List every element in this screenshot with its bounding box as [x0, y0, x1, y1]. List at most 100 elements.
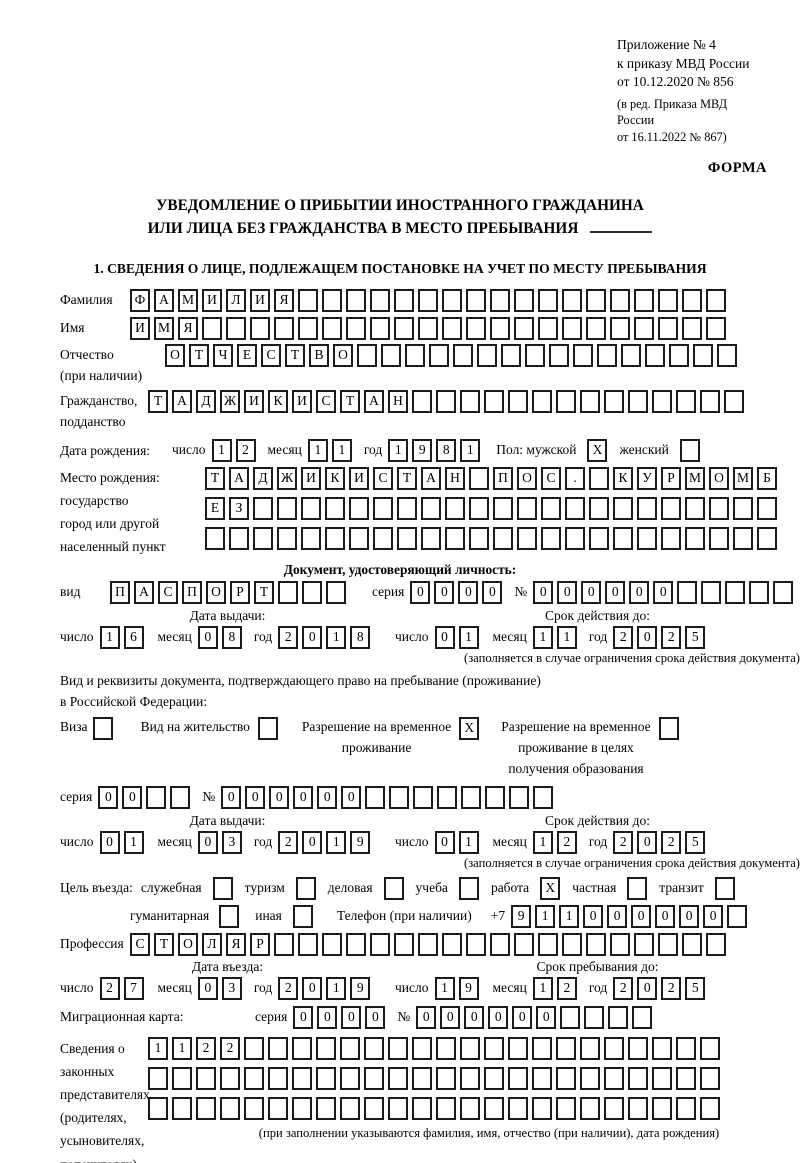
char-cell[interactable]	[532, 1096, 552, 1120]
char-cell[interactable]: И	[292, 389, 312, 413]
purpose-work-checkbox[interactable]: X	[540, 876, 561, 900]
char-cell[interactable]: О	[178, 932, 198, 956]
char-cell[interactable]: 1	[458, 625, 479, 649]
char-cell[interactable]	[268, 1036, 288, 1060]
char-cell[interactable]: О	[165, 343, 185, 367]
char-cell[interactable]: 0	[317, 785, 338, 809]
char-cell[interactable]: 0	[245, 785, 266, 809]
char-cell[interactable]	[292, 1066, 312, 1090]
char-cell[interactable]	[658, 288, 678, 312]
purpose-tourism-checkbox[interactable]	[295, 876, 316, 900]
char-cell[interactable]: И	[349, 466, 369, 490]
char-cell[interactable]: 1	[123, 830, 144, 854]
char-cell[interactable]	[389, 785, 410, 809]
char-cell[interactable]	[205, 526, 225, 550]
char-cell[interactable]	[146, 785, 167, 809]
char-cell[interactable]: 0	[605, 580, 626, 604]
char-cell[interactable]: 0	[607, 904, 628, 928]
char-cell[interactable]: И	[130, 316, 150, 340]
char-cell[interactable]	[604, 1066, 624, 1090]
char-cell[interactable]	[302, 580, 322, 604]
char-cell[interactable]	[490, 316, 510, 340]
char-cell[interactable]	[364, 1036, 384, 1060]
char-cell[interactable]: П	[182, 580, 202, 604]
char-cell[interactable]	[388, 1066, 408, 1090]
char-cell[interactable]: 0	[434, 830, 455, 854]
char-cell[interactable]	[733, 496, 753, 520]
char-cell[interactable]: 0	[317, 1005, 338, 1029]
char-cell[interactable]	[637, 496, 657, 520]
char-cell[interactable]	[226, 316, 246, 340]
char-cell[interactable]: 2	[661, 625, 682, 649]
char-cell[interactable]	[556, 389, 576, 413]
char-cell[interactable]	[340, 1066, 360, 1090]
char-cell[interactable]: Т	[205, 466, 225, 490]
char-cell[interactable]: 1	[532, 976, 553, 1000]
char-cell[interactable]	[466, 932, 486, 956]
char-cell[interactable]: А	[421, 466, 441, 490]
char-cell[interactable]	[292, 1036, 312, 1060]
char-cell[interactable]	[325, 496, 345, 520]
char-cell[interactable]: Р	[230, 580, 250, 604]
char-cell[interactable]: Р	[250, 932, 270, 956]
char-cell[interactable]	[418, 288, 438, 312]
char-cell[interactable]: 0	[637, 830, 658, 854]
char-cell[interactable]	[340, 1096, 360, 1120]
char-cell[interactable]	[436, 1066, 456, 1090]
char-cell[interactable]: 2	[278, 976, 299, 1000]
char-cell[interactable]: 0	[679, 904, 700, 928]
char-cell[interactable]	[733, 526, 753, 550]
char-cell[interactable]	[370, 288, 390, 312]
char-cell[interactable]	[253, 526, 273, 550]
char-cell[interactable]	[418, 316, 438, 340]
char-cell[interactable]	[676, 389, 696, 413]
char-cell[interactable]: 0	[637, 976, 658, 1000]
char-cell[interactable]: 0	[629, 580, 650, 604]
char-cell[interactable]	[628, 1066, 648, 1090]
char-cell[interactable]: 2	[613, 830, 634, 854]
char-cell[interactable]	[460, 1036, 480, 1060]
char-cell[interactable]	[501, 343, 521, 367]
char-cell[interactable]: Д	[196, 389, 216, 413]
char-cell[interactable]: 2	[613, 976, 634, 1000]
char-cell[interactable]	[322, 316, 342, 340]
char-cell[interactable]: 9	[412, 438, 433, 462]
purpose-transit-checkbox[interactable]	[714, 876, 735, 900]
char-cell[interactable]	[418, 932, 438, 956]
char-cell[interactable]	[322, 288, 342, 312]
char-cell[interactable]	[364, 1096, 384, 1120]
char-cell[interactable]: Т	[340, 389, 360, 413]
char-cell[interactable]: Т	[148, 389, 168, 413]
char-cell[interactable]	[676, 1096, 696, 1120]
char-cell[interactable]	[706, 288, 726, 312]
char-cell[interactable]	[220, 1066, 240, 1090]
char-cell[interactable]	[381, 343, 401, 367]
char-cell[interactable]	[700, 389, 720, 413]
char-cell[interactable]	[442, 288, 462, 312]
char-cell[interactable]: О	[517, 466, 537, 490]
char-cell[interactable]: 0	[583, 904, 604, 928]
char-cell[interactable]: К	[268, 389, 288, 413]
char-cell[interactable]: 0	[434, 625, 455, 649]
char-cell[interactable]: 3	[221, 830, 242, 854]
char-cell[interactable]	[493, 496, 513, 520]
char-cell[interactable]: 1	[99, 625, 120, 649]
char-cell[interactable]: 2	[661, 976, 682, 1000]
char-cell[interactable]: И	[202, 288, 222, 312]
char-cell[interactable]: М	[178, 288, 198, 312]
temp-residence-edu-checkbox[interactable]	[658, 716, 679, 740]
char-cell[interactable]	[586, 288, 606, 312]
char-cell[interactable]	[484, 1096, 504, 1120]
char-cell[interactable]	[589, 466, 609, 490]
char-cell[interactable]	[469, 466, 489, 490]
char-cell[interactable]: 8	[436, 438, 457, 462]
char-cell[interactable]: И	[244, 389, 264, 413]
char-cell[interactable]	[469, 496, 489, 520]
char-cell[interactable]: Ч	[213, 343, 233, 367]
char-cell[interactable]	[301, 496, 321, 520]
char-cell[interactable]	[706, 932, 726, 956]
char-cell[interactable]	[388, 1036, 408, 1060]
char-cell[interactable]: 1	[559, 904, 580, 928]
char-cell[interactable]	[724, 389, 744, 413]
char-cell[interactable]	[172, 1096, 192, 1120]
